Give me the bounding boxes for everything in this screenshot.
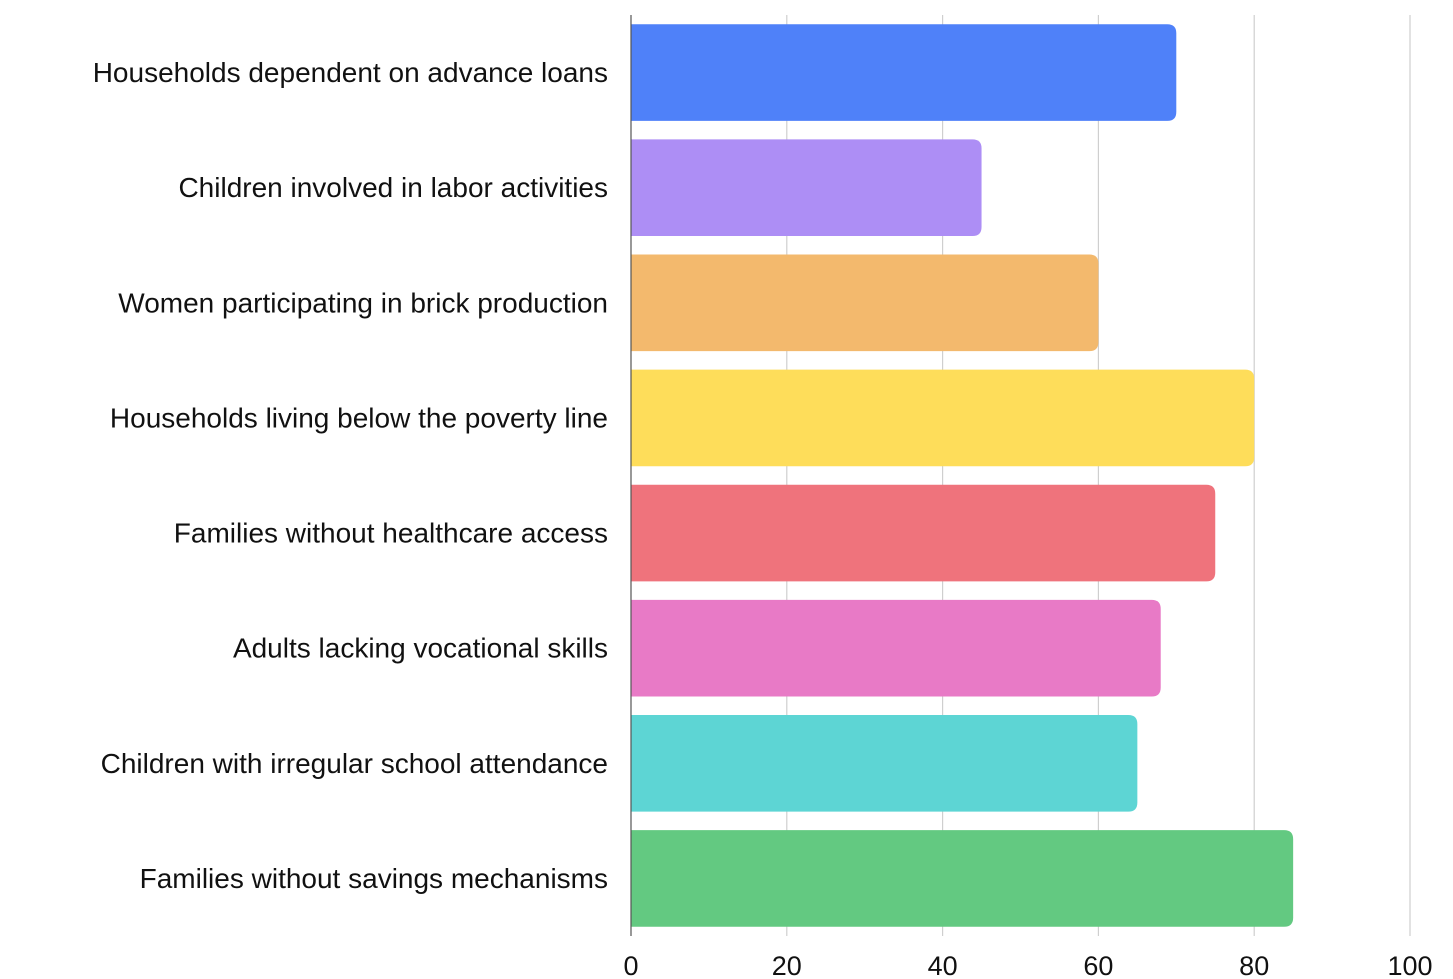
x-tick-labels: 0 20 40 60 80 100: [623, 951, 1432, 979]
category-label-5: Families without healthcare access: [174, 518, 608, 549]
x-tick-label-40: 40: [928, 951, 958, 979]
x-tick-label-100: 100: [1387, 951, 1432, 979]
category-label-3: Women participating in brick production: [118, 287, 608, 318]
x-tick-label-0: 0: [623, 951, 638, 979]
bar-8: [631, 830, 1294, 927]
bar-5: [631, 484, 1216, 582]
category-label-4: Households living below the poverty line: [110, 402, 608, 433]
x-tick-label-80: 80: [1239, 951, 1269, 979]
category-label-2: Children involved in labor activities: [178, 172, 608, 203]
category-labels: Households dependent on advance loans Chi…: [93, 57, 608, 894]
category-label-6: Adults lacking vocational skills: [233, 633, 608, 664]
x-tick-label-20: 20: [772, 951, 802, 979]
category-label-1: Households dependent on advance loans: [93, 57, 608, 88]
bar-4: [631, 369, 1255, 467]
bar-7: [631, 714, 1138, 812]
bar-1: [631, 24, 1177, 121]
category-label-7: Children with irregular school attendanc…: [101, 748, 608, 779]
x-tick-label-60: 60: [1083, 951, 1113, 979]
bars: [631, 24, 1294, 927]
category-label-8: Families without savings mechanisms: [140, 863, 608, 894]
bar-6: [631, 599, 1161, 697]
bar-3: [631, 254, 1099, 352]
bar-2: [631, 139, 982, 237]
